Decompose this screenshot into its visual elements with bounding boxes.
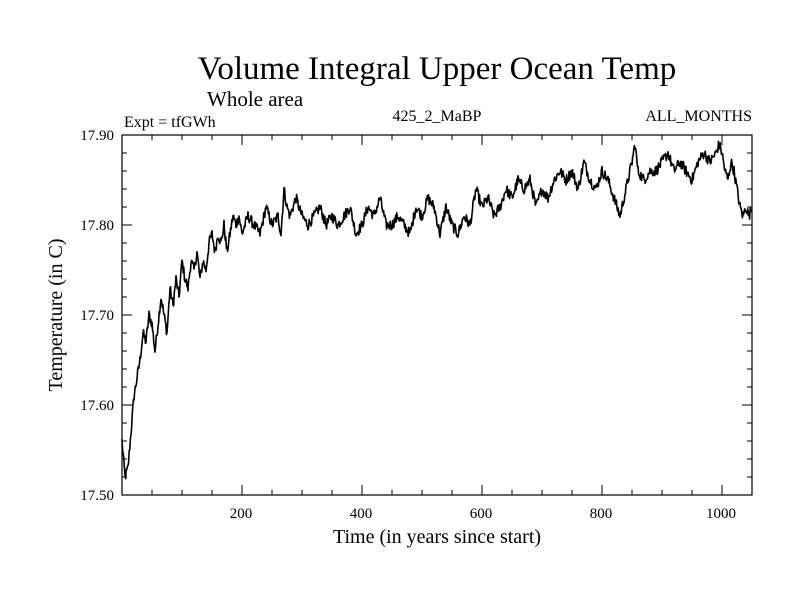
- chart-title: Volume Integral Upper Ocean Temp: [198, 51, 676, 87]
- expt-label: Expt = tfGWh: [124, 114, 216, 131]
- x-tick-label-1000: 1000: [706, 506, 736, 522]
- x-tick-label-200: 200: [230, 506, 253, 522]
- y-minor-ticks: [122, 152, 752, 478]
- y-tick-label-17-80: 17.80: [80, 218, 114, 234]
- plot-frame: [121, 134, 753, 496]
- y-axis-title: Temperature (in C): [45, 239, 67, 392]
- x-tick-label-600: 600: [470, 506, 493, 522]
- x-tick-label-400: 400: [350, 506, 373, 522]
- y-major-ticks: [122, 134, 752, 496]
- x-major-ticks: [241, 135, 723, 495]
- x-minor-ticks: [151, 135, 693, 495]
- x-axis-title: Time (in years since start): [333, 526, 541, 548]
- temperature-series-line: [121, 140, 753, 480]
- y-tick-label-17-60: 17.60: [80, 398, 114, 414]
- y-tick-label-17-50: 17.50: [80, 488, 114, 504]
- chart-subtitle: Whole area: [207, 87, 304, 111]
- months-label: ALL_MONTHS: [645, 108, 752, 125]
- x-tick-label-800: 800: [590, 506, 613, 522]
- y-tick-label-17-70: 17.70: [80, 308, 114, 324]
- y-tick-label-17-90: 17.90: [80, 128, 114, 144]
- run-label: 425_2_MaBP: [393, 108, 482, 125]
